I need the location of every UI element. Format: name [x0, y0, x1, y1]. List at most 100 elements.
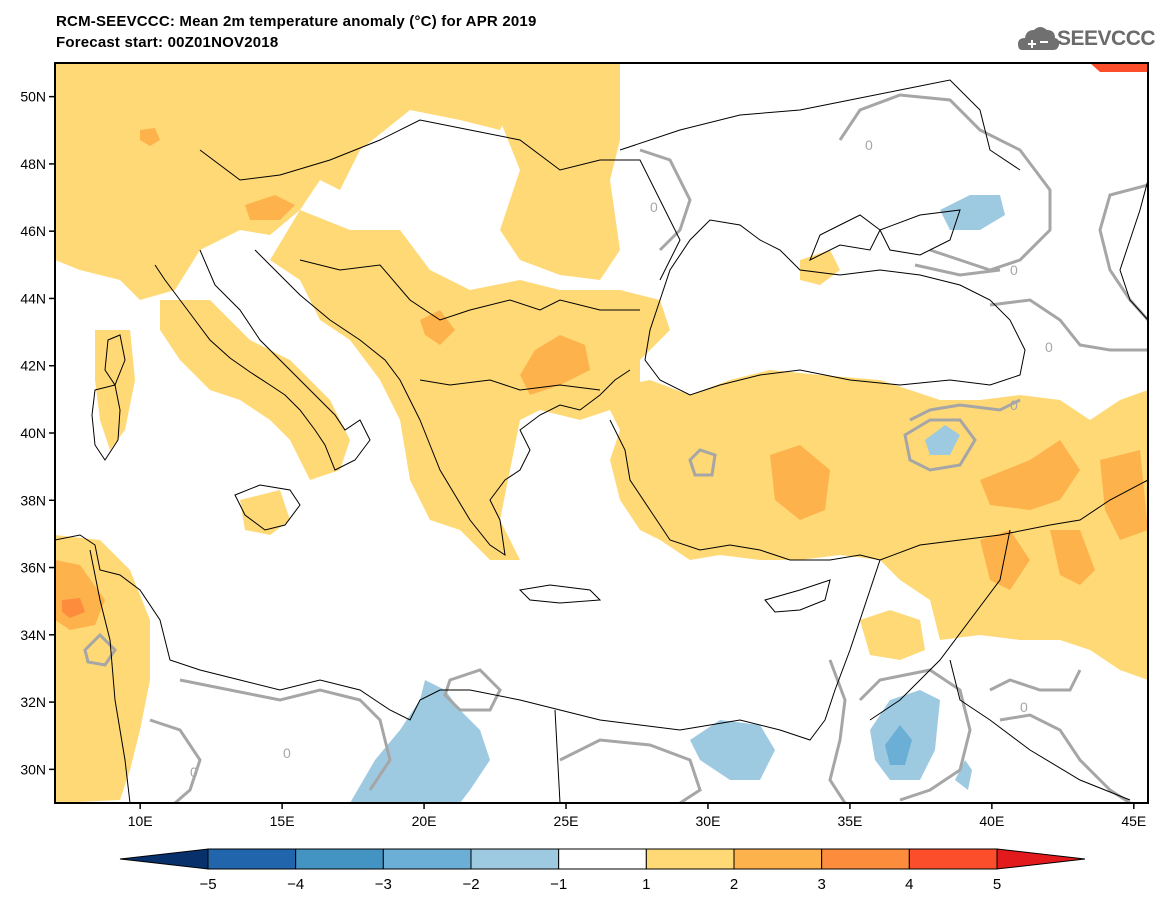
colorbar-segment: [295, 848, 384, 870]
map-title: RCM-SEEVCCC: Mean 2m temperature anomaly…: [56, 13, 537, 30]
coastline-sicily: [234, 484, 301, 531]
border-greece-bulgaria: [419, 379, 601, 391]
warm-region-balkans: [270, 210, 670, 560]
coastline-azov: [879, 209, 961, 256]
lat-tick-label: 46N: [20, 223, 46, 239]
warm-moderate-austria: [245, 195, 295, 220]
zero-contour-libya-loop: [443, 668, 502, 712]
lat-tick-label: 44N: [20, 290, 46, 306]
contour-label-0: 0: [283, 745, 291, 761]
warm-region-sardinia: [95, 330, 135, 450]
seevccc-logo-text: SEEVCCC: [1057, 27, 1156, 50]
zero-contour-ukraine: [838, 93, 1052, 272]
warm-region-anatolia: [600, 370, 1148, 680]
zero-contour-turkey-loop: [903, 418, 977, 472]
colorbar-segment: [733, 848, 823, 870]
colorbar-label: −1: [550, 876, 567, 893]
lat-tick-label: 30N: [20, 761, 46, 777]
longitude-axis: 10E 15E 20E 25E 30E 35E 40E 45E: [128, 803, 1146, 829]
cool-region-libya: [350, 680, 490, 803]
colorbar-label: −3: [375, 876, 392, 893]
lat-tick-label: 38N: [20, 492, 46, 508]
warm-region-danube: [500, 63, 620, 280]
lat-tick-label: 50N: [20, 89, 46, 105]
coastline-adriatic-east: [254, 249, 421, 421]
cool-region-jordan-core: [885, 725, 912, 765]
forecast-start-label: Forecast start: 00Z01NOV2018: [56, 34, 279, 51]
cloud-icon: [1018, 27, 1060, 50]
coastline-greece: [419, 369, 631, 557]
colorbar-segment: [207, 848, 297, 870]
cool-region-egypt-coast: [690, 720, 775, 780]
border-arabia: [949, 659, 1131, 801]
warm-moderate-bulgaria: [520, 335, 590, 395]
lon-tick-label: 35E: [837, 813, 862, 829]
anomaly-fill-layer: [55, 63, 1148, 803]
colorbar-label: −5: [199, 876, 216, 893]
warm-region-levant: [860, 610, 925, 660]
colorbar-label: −4: [287, 876, 304, 893]
contour-label-0: 0: [865, 137, 873, 153]
zero-contour-egypt: [559, 738, 702, 803]
colorbar-label: 3: [817, 876, 825, 893]
lon-tick-label: 10E: [128, 813, 153, 829]
lat-tick-label: 48N: [20, 156, 46, 172]
coastline-levant: [824, 559, 881, 721]
coastline-corsica: [104, 334, 126, 387]
lon-tick-label: 30E: [696, 813, 721, 829]
warm-moderate-serbia: [420, 310, 455, 345]
warm-region-italy: [160, 300, 350, 480]
border-ukraine: [619, 79, 1021, 171]
zero-contour-caucasus: [989, 298, 1148, 352]
colorbar-label: 1: [642, 876, 650, 893]
colorbar-label: 2: [730, 876, 738, 893]
contour-label-0: 0: [190, 764, 198, 780]
colorbar-segment: [908, 848, 998, 870]
lon-tick-label: 25E: [554, 813, 579, 829]
colorbar-label: 5: [993, 876, 1001, 893]
colorbar-segment: [645, 848, 735, 870]
lon-tick-label: 40E: [979, 813, 1004, 829]
contour-labels: 0 0 0 0 0 0 0 0: [190, 137, 1053, 780]
zero-contour-moldova: [639, 148, 692, 252]
colorbar-label: 4: [905, 876, 913, 893]
zero-contour-iraq: [989, 669, 1082, 692]
colorbar-segment: [470, 848, 560, 870]
zero-contour-aegean-loop: [688, 448, 717, 477]
warm-strong-tunisia: [62, 598, 85, 618]
border-balkans: [299, 259, 640, 321]
warm-region-central-europe: [55, 63, 520, 300]
cool-region-azov: [940, 195, 1005, 230]
lon-tick-label: 15E: [270, 813, 295, 829]
coastline-cyprus: [764, 579, 831, 613]
lat-tick-label: 32N: [20, 694, 46, 710]
zero-contour-algeria: [149, 718, 202, 803]
warm-moderate-eastern-anatolia: [980, 440, 1080, 510]
coastline-black-sea: [644, 219, 1026, 396]
zero-contour-libya: [179, 678, 392, 791]
border-algeria-tunisia: [89, 549, 131, 803]
contour-label-0: 0: [1020, 699, 1028, 715]
colorbar-segment: [382, 848, 472, 870]
zero-contour-tunisia-loop: [83, 632, 117, 667]
zero-contour-crimea: [914, 263, 1001, 277]
warm-moderate-caucasus: [1100, 450, 1148, 540]
contour-label-0: 0: [1045, 339, 1053, 355]
lon-tick-label: 20E: [412, 813, 437, 829]
cool-region-saudi: [955, 760, 972, 790]
coastline-crete: [518, 584, 602, 604]
contour-label-0: 0: [1010, 397, 1018, 413]
border-turkey-syria: [879, 479, 1148, 561]
coastline-sardinia: [91, 384, 121, 461]
lat-tick-label: 42N: [20, 358, 46, 374]
colorbar-segment: [558, 848, 647, 870]
zero-contour-sinai: [828, 659, 847, 803]
coastline-italy: [154, 249, 371, 471]
colorbar: −5 −4 −3 −2 −1 1 2 3 4 5: [119, 848, 1086, 893]
border-danube: [199, 119, 681, 281]
coastline-crimea: [809, 214, 881, 262]
contour-label-0: 0: [1010, 262, 1018, 278]
colorbar-segment: [821, 848, 910, 870]
contour-label-0: 0: [650, 199, 658, 215]
